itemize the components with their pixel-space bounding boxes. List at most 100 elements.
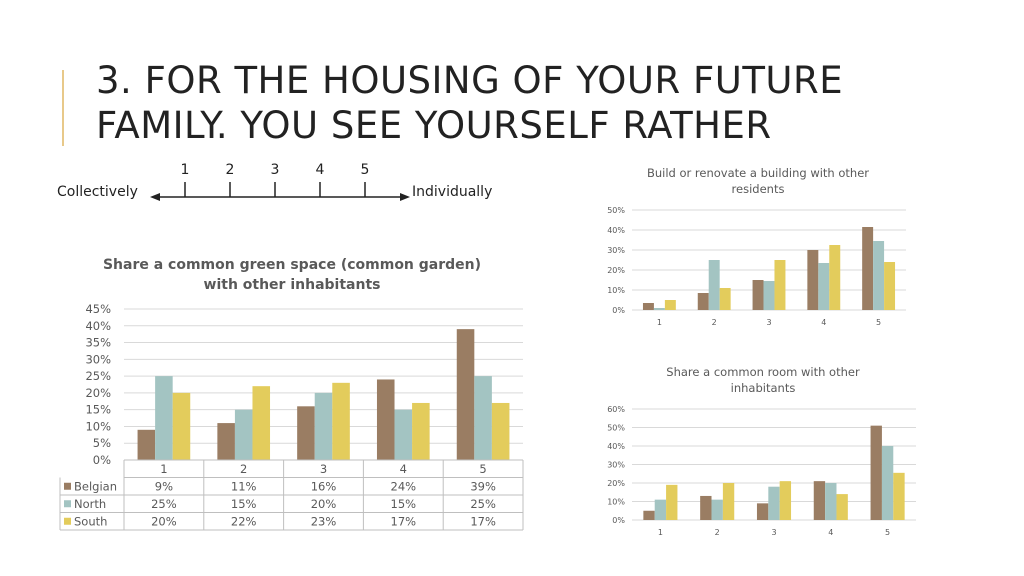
bar-north: [653, 308, 665, 310]
y-tick-label: 0%: [612, 306, 625, 315]
scale-right-arrow: [400, 193, 410, 201]
bar-belgian: [642, 303, 654, 310]
chart-title-line-1: Share a common green space (common garde…: [103, 257, 481, 273]
x-tick-label: 3: [766, 318, 771, 327]
x-tick-label: 5: [885, 528, 890, 537]
y-tick-label: 40%: [607, 442, 625, 451]
data-label: 39%: [470, 479, 496, 493]
bar-north: [314, 392, 333, 460]
y-tick-label: 30%: [85, 352, 111, 366]
y-tick-label: 0%: [612, 516, 625, 525]
bar-north: [711, 499, 723, 520]
x-tick-label: 3: [771, 528, 776, 537]
bar-belgian: [813, 481, 826, 520]
bar-belgian: [137, 429, 156, 460]
bar-south: [719, 288, 731, 310]
y-tick-label: 20%: [607, 479, 625, 488]
y-tick-label: 10%: [85, 419, 111, 433]
y-tick-label: 15%: [85, 403, 111, 417]
x-tick-label: 5: [876, 318, 881, 327]
y-tick-label: 40%: [85, 319, 111, 333]
y-tick-label: 25%: [85, 369, 111, 383]
data-label: 17%: [470, 514, 496, 528]
bar-south: [829, 245, 841, 310]
scale-right-label: Individually: [412, 184, 492, 200]
x-tick-label: 1: [658, 528, 663, 537]
data-label: 23%: [311, 514, 337, 528]
chart-title-line-2: with other inhabitants: [204, 277, 381, 293]
bar-south: [774, 260, 786, 310]
scale-left-arrow: [150, 193, 160, 201]
data-label: 16%: [311, 479, 337, 493]
x-tick-label: 4: [828, 528, 833, 537]
bar-south: [252, 386, 271, 460]
bar-north: [708, 260, 720, 310]
y-tick-label: 45%: [85, 302, 111, 316]
bar-belgian: [752, 280, 764, 310]
legend-swatch-north: [64, 500, 71, 508]
scale-tick-label: 2: [226, 162, 235, 178]
bar-north: [394, 409, 413, 460]
x-tick-label: 1: [657, 318, 662, 327]
bar-north: [873, 241, 885, 310]
bar-north: [763, 281, 775, 310]
bar-south: [332, 382, 350, 460]
bar-north: [768, 486, 780, 520]
bar-belgian: [862, 227, 874, 310]
bar-belgian: [643, 510, 655, 520]
bar-north: [474, 376, 492, 460]
bar-south: [664, 300, 676, 310]
legend-swatch-south: [64, 517, 71, 525]
data-label: 24%: [391, 479, 417, 493]
x-category-label: 3: [320, 462, 327, 476]
rating-scale: Collectively 1 2 3 4 5 Individually: [57, 162, 492, 201]
data-label: 25%: [470, 497, 496, 511]
scale-tick-label: 4: [316, 162, 325, 178]
chart-title-line-1: Share a common room with other: [666, 365, 860, 379]
x-tick-label: 2: [715, 528, 720, 537]
y-tick-label: 50%: [607, 423, 625, 432]
bar-south: [779, 481, 792, 520]
x-category-label: 5: [479, 462, 486, 476]
slide-title: 3. FOR THE HOUSING OF YOUR FUTURE FAMILY…: [96, 58, 976, 148]
bar-belgian: [217, 423, 235, 460]
bar-belgian: [376, 379, 395, 460]
data-label: 15%: [231, 497, 257, 511]
data-label: 11%: [231, 479, 257, 493]
chart-title-line-2: residents: [732, 182, 785, 196]
bar-south: [836, 494, 848, 520]
bar-belgian: [807, 250, 819, 310]
slide-title-line-1: 3. FOR THE HOUSING OF YOUR FUTURE: [96, 59, 844, 102]
bar-belgian: [456, 329, 475, 460]
bar-south: [884, 262, 896, 310]
bar-north: [825, 483, 837, 520]
bar-belgian: [297, 406, 315, 460]
scale-left-label: Collectively: [57, 184, 138, 200]
bar-belgian: [870, 425, 882, 520]
chart-build-renovate: Build or renovate a building with other …: [607, 166, 906, 327]
y-tick-label: 10%: [607, 286, 625, 295]
x-tick-label: 4: [821, 318, 826, 327]
y-tick-label: 30%: [607, 460, 625, 469]
bar-north: [654, 499, 667, 520]
legend-swatch-belgian: [64, 482, 71, 490]
data-label: 20%: [311, 497, 337, 511]
bar-belgian: [756, 503, 769, 520]
bar-south: [172, 392, 191, 460]
bar-north: [818, 263, 830, 310]
y-tick-label: 60%: [607, 405, 625, 414]
chart-title-line-2: inhabitants: [731, 381, 796, 395]
chart-green-space: Share a common green space (common garde…: [59, 257, 524, 531]
scale-tick-label: 1: [181, 162, 190, 178]
bar-south: [722, 483, 735, 520]
y-tick-label: 35%: [85, 336, 111, 350]
y-tick-label: 50%: [607, 206, 625, 215]
data-label: 17%: [391, 514, 417, 528]
chart-title-line-1: Build or renovate a building with other: [647, 166, 869, 180]
scale-tick-label: 5: [361, 162, 370, 178]
bar-south: [491, 402, 510, 460]
bar-south: [893, 472, 905, 520]
y-tick-label: 5%: [93, 436, 111, 450]
scale-tick-label: 3: [271, 162, 280, 178]
legend-label-belgian: Belgian: [74, 479, 117, 493]
